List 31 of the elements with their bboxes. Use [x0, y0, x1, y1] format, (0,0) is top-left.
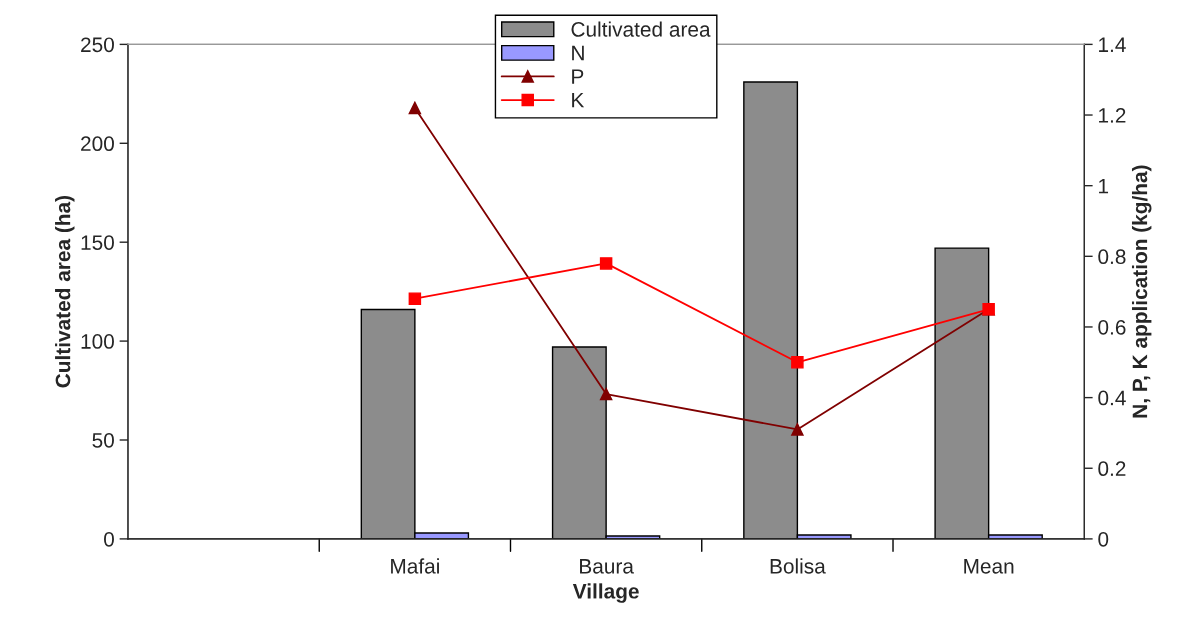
point [791, 356, 804, 369]
y2-tick-label: 1 [1099, 178, 1109, 194]
x-tick-label: Mafai [391, 558, 439, 574]
legend-label: N [572, 45, 584, 61]
y2-tick-label: 0.4 [1098, 390, 1126, 406]
y-axis-title: Cultivated area (ha) [55, 196, 75, 388]
x-tick-label: Mean [964, 559, 1014, 574]
y-tick-label: 150 [81, 235, 114, 250]
x-tick-label: Baura [580, 559, 634, 574]
y2-tick-label: 0.8 [1098, 249, 1126, 265]
legend-label: P [572, 69, 584, 84]
point [599, 257, 613, 270]
y2-tick-label: 0 [1098, 531, 1109, 547]
y2-tick-label: 0.2 [1098, 461, 1126, 477]
point [408, 292, 422, 305]
y-tick-label: 0 [104, 531, 114, 547]
x-tick-label: Bolisa [770, 558, 826, 574]
y-tick-label: 250 [81, 37, 114, 53]
y2-tick-label: 1.4 [1099, 37, 1126, 52]
y2-tick-label: 0.6 [1098, 319, 1126, 335]
legend-label: Cultivated area [571, 21, 711, 37]
y-tick-label: 100 [81, 334, 114, 349]
y2-axis-title: N, P, K application (kg/ha) [1131, 165, 1152, 418]
point [408, 101, 422, 115]
point [791, 423, 804, 436]
y-tick-label: 50 [92, 433, 114, 448]
legend-label: K [572, 93, 585, 108]
y-tick-label: 200 [81, 136, 114, 152]
point [599, 387, 613, 401]
x-axis-title: Village [572, 583, 639, 603]
y2-tick-label: 1.2 [1099, 108, 1126, 123]
